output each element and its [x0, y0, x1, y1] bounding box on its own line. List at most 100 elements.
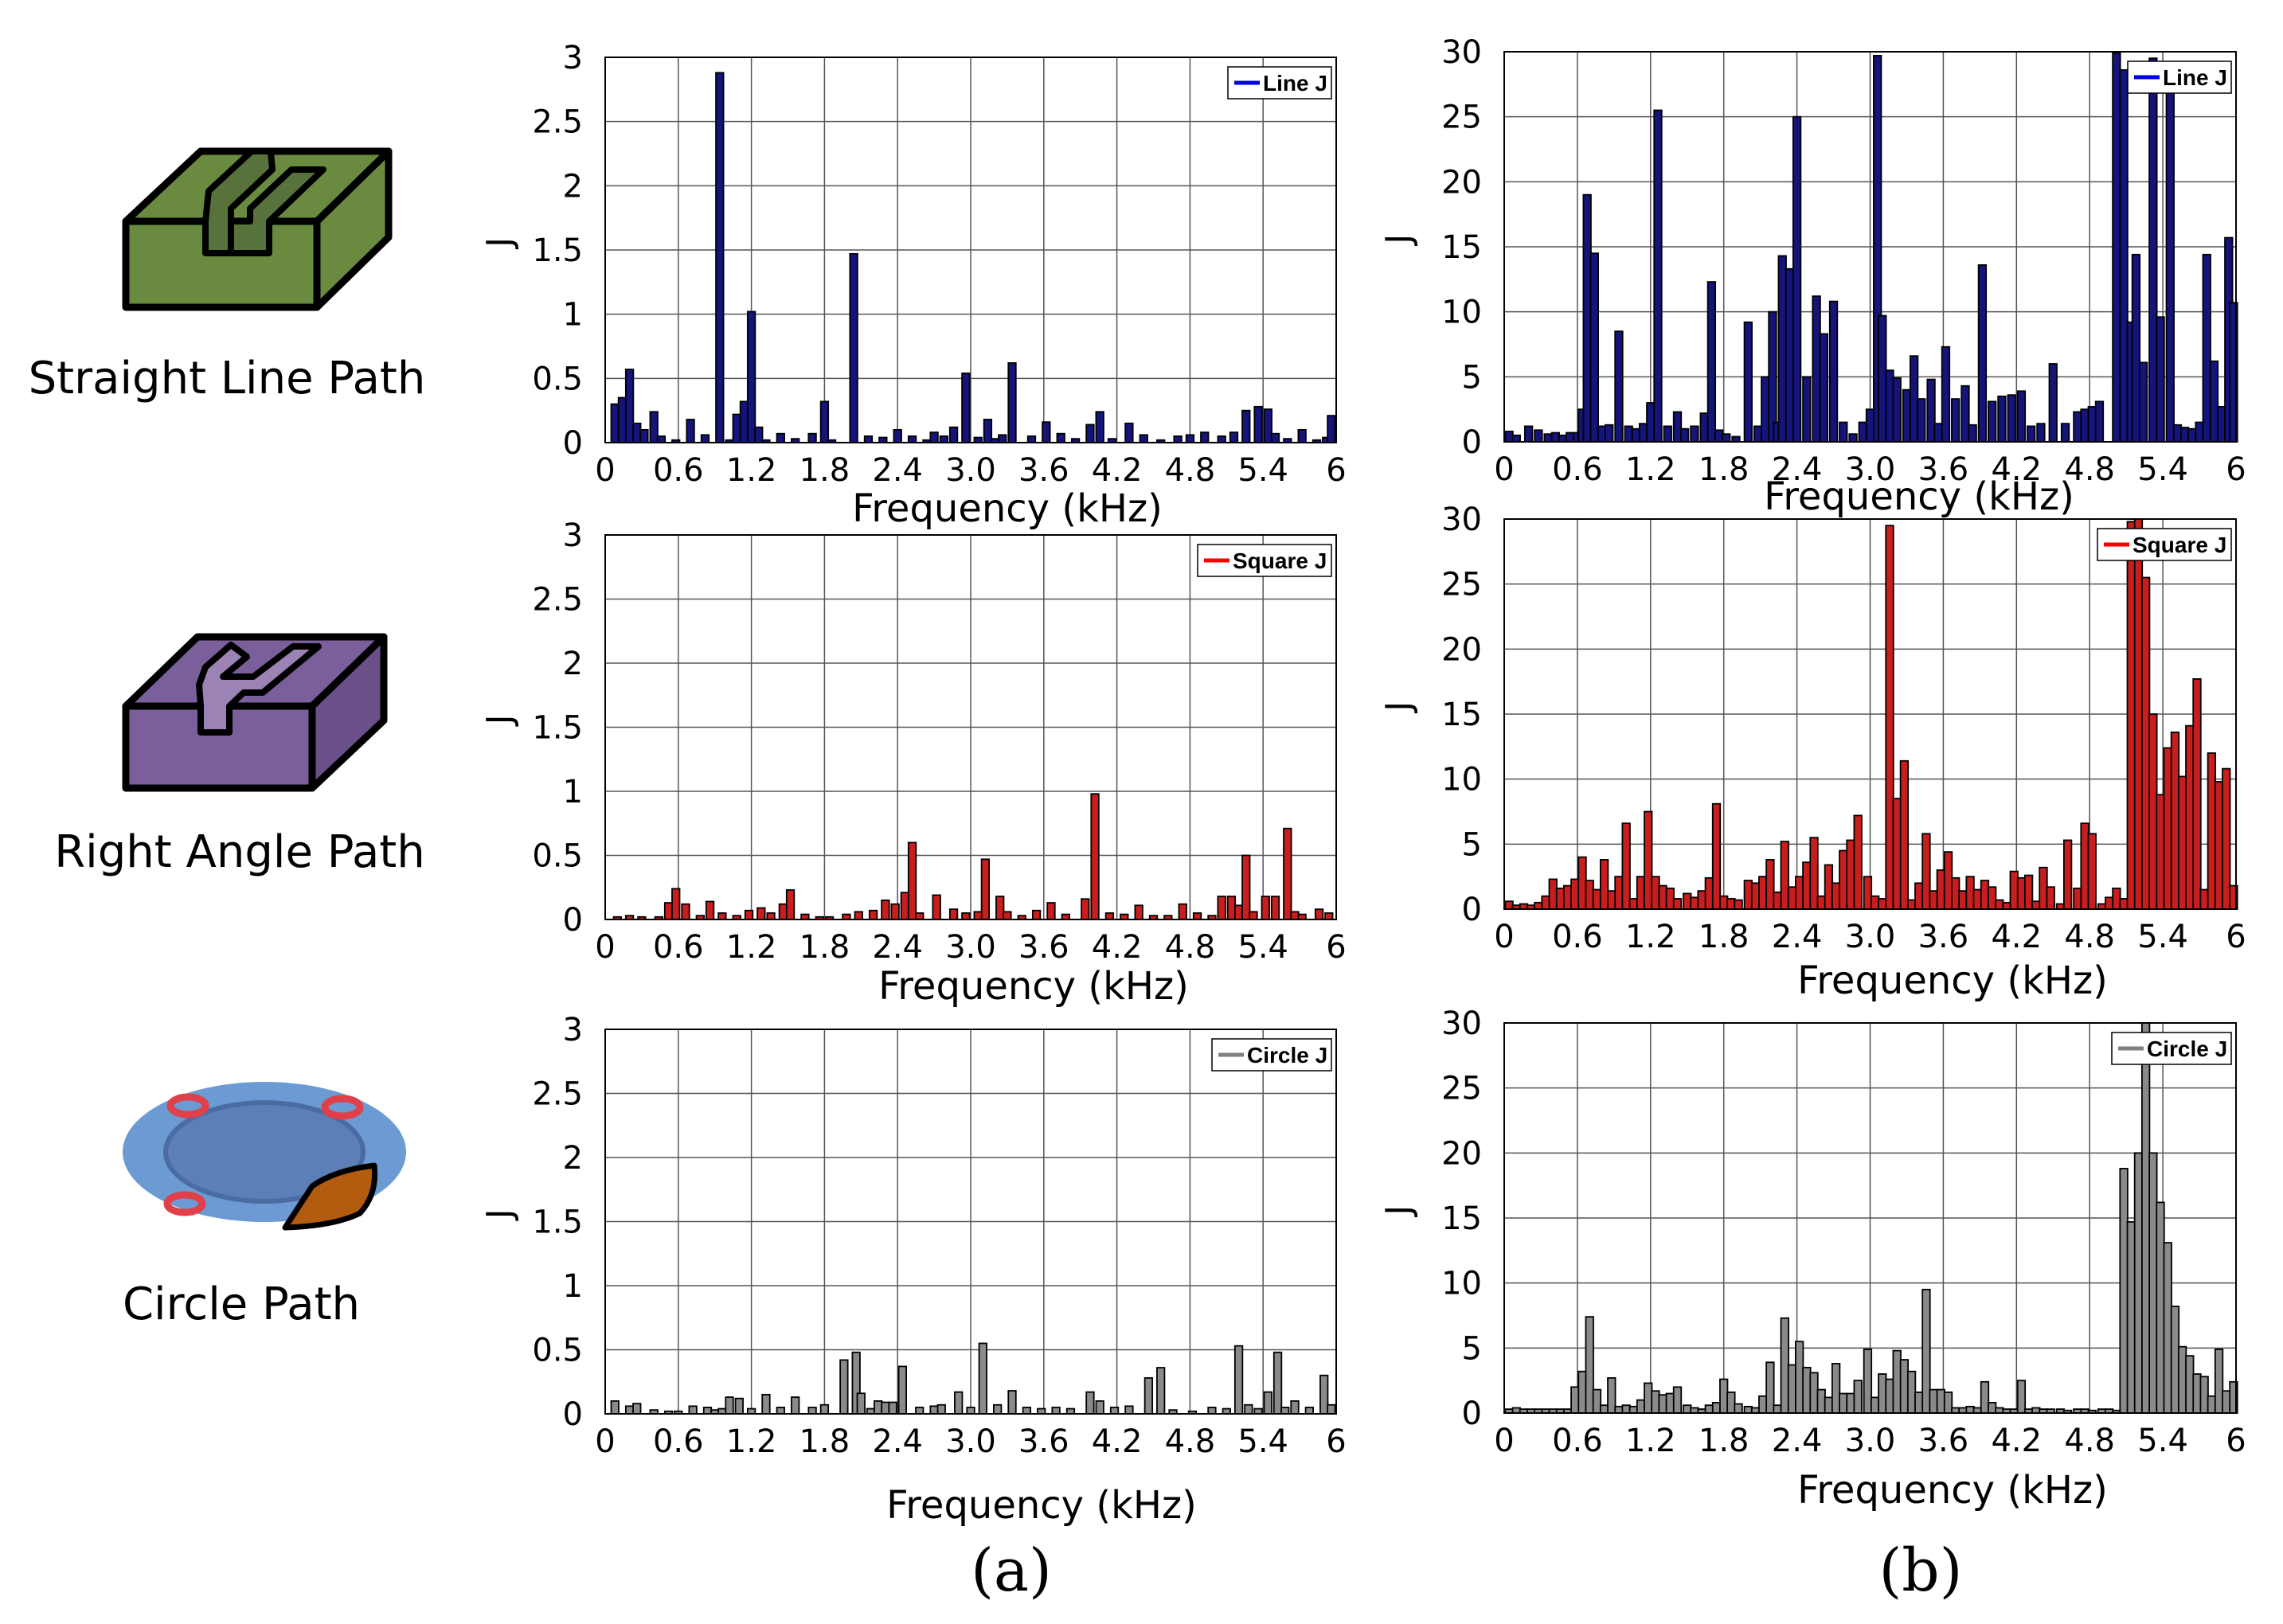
x-tick-label: 4.8	[1165, 452, 1216, 489]
bar	[2080, 822, 2089, 910]
bar	[1853, 1380, 1863, 1414]
bar	[807, 1407, 817, 1415]
bar	[915, 912, 925, 920]
bar	[948, 426, 959, 443]
bar	[656, 435, 667, 443]
bar	[1031, 909, 1042, 920]
bar	[2192, 678, 2202, 910]
bar	[1839, 1392, 1848, 1414]
bar	[1555, 887, 1566, 910]
circle-path-disc-icon	[123, 1082, 406, 1231]
bar	[2177, 1345, 2187, 1414]
x-tick-label: 4.2	[1991, 919, 2042, 955]
bar	[1570, 1386, 1580, 1414]
bar	[1914, 882, 1924, 910]
bar	[1592, 888, 1602, 910]
x-tick-label: 0.6	[653, 929, 704, 966]
bar	[929, 431, 939, 443]
bar	[1734, 1403, 1743, 1414]
y-tick-label: 3	[563, 1012, 583, 1048]
y-tick-label: 5	[1462, 1330, 1482, 1367]
x-tick-label: 6	[1326, 929, 1346, 966]
bar	[1761, 376, 1770, 443]
bar	[2016, 390, 2027, 443]
bar	[1651, 876, 1660, 910]
y-axis-label: J	[479, 714, 520, 727]
bar	[1743, 880, 1753, 910]
bar	[995, 896, 1005, 920]
bar	[1233, 1345, 1244, 1415]
x-tick-label: 5.4	[1237, 929, 1288, 966]
x-tick-label: 4.2	[1092, 929, 1143, 966]
bar	[1965, 1405, 1975, 1414]
y-tick-label: 2.5	[532, 582, 583, 619]
bar	[2199, 1376, 2209, 1414]
bar	[1902, 388, 1912, 443]
bar	[1839, 421, 1848, 443]
bar	[1658, 884, 1667, 910]
bar	[1828, 300, 1839, 443]
bar	[1644, 1382, 1653, 1414]
bar	[1550, 431, 1560, 443]
legend-label: Square J	[1233, 548, 1327, 573]
bar	[1095, 1400, 1104, 1415]
y-tick-label: 0.5	[532, 838, 583, 875]
bar	[1988, 400, 1997, 443]
bar	[1765, 1361, 1775, 1414]
bar	[1585, 1316, 1594, 1414]
bar	[1631, 427, 1641, 443]
bar	[1743, 321, 1753, 443]
x-tick-label: 4.8	[2064, 919, 2115, 955]
bar	[2187, 427, 2197, 443]
chart-square-a: 0 0.6 1.2 1.8 2.4 3.0 3.6 4.2 4.8 5.4 6 0 0.5 1 1.5 2 2.…	[479, 517, 1347, 1009]
bar	[1697, 890, 1706, 910]
bar	[2023, 874, 2034, 910]
bar	[2087, 833, 2097, 910]
legend-box	[1197, 544, 1332, 577]
bar	[624, 1405, 635, 1415]
bar	[1272, 1351, 1283, 1415]
x-tick-label: 6	[2226, 451, 2246, 488]
y-tick-label: 5	[1462, 359, 1482, 396]
bar	[1936, 869, 1945, 910]
bar	[1914, 1391, 1924, 1414]
y-tick-label: 0	[563, 902, 583, 939]
bar	[1965, 876, 1975, 910]
bar	[1758, 1395, 1768, 1414]
bar	[1056, 432, 1065, 443]
bar	[1777, 255, 1787, 443]
bar	[1104, 912, 1115, 920]
bar	[705, 900, 715, 920]
bar	[1929, 1388, 1938, 1414]
x-tick-label: 3.0	[1845, 451, 1896, 488]
bar	[1722, 433, 1731, 443]
bar	[1665, 1392, 1675, 1414]
bar	[1780, 841, 1789, 910]
bar	[1972, 888, 1982, 910]
x-tick-label: 0.6	[1552, 919, 1603, 955]
bar	[1968, 424, 1977, 443]
bar	[1541, 895, 1550, 910]
bar	[1314, 908, 1324, 920]
bar	[1297, 428, 1307, 443]
bar	[856, 1392, 866, 1415]
y-tick-label: 20	[1441, 631, 1482, 668]
bar	[1607, 890, 1616, 910]
bar	[617, 396, 627, 443]
x-tick-label: 3.6	[1918, 451, 1969, 488]
bar	[671, 888, 681, 920]
green-slot-icon	[202, 148, 326, 256]
bar	[702, 1407, 713, 1415]
bar	[2156, 1201, 2165, 1414]
bar	[993, 1403, 1003, 1415]
bar	[2170, 731, 2180, 910]
bar	[2060, 423, 2070, 443]
x-axis-label: Frequency (kHz)	[886, 1483, 1197, 1528]
bar	[1543, 433, 1553, 443]
bar	[1870, 1396, 1880, 1414]
bar	[1109, 1407, 1120, 1415]
bar	[1263, 1391, 1272, 1415]
x-tick-label: 3.6	[1018, 1423, 1069, 1460]
x-tick-label: 1.8	[1699, 919, 1749, 955]
bar	[1046, 902, 1056, 920]
